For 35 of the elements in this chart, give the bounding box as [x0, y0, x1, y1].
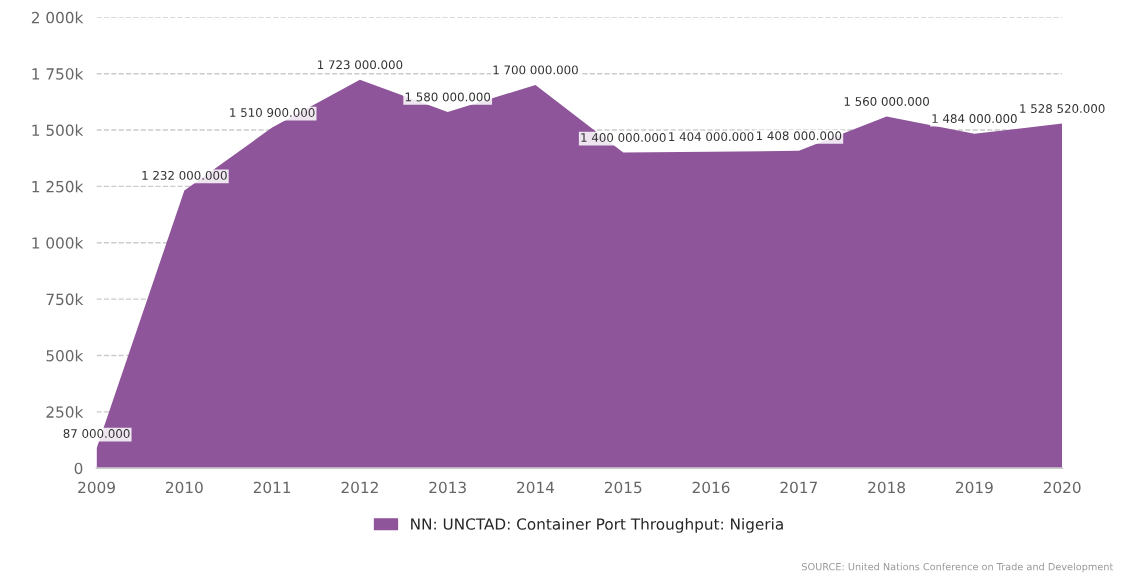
source-note: SOURCE: United Nations Conference on Trade and Development: [801, 562, 1114, 573]
data-label: 1 700 000.000: [493, 65, 578, 75]
x-tick-label: 2009: [78, 481, 115, 494]
y-tick-label: 1 250k: [32, 180, 84, 193]
legend-label: NN: UNCTAD: Container Port Throughput: Nigeria: [411, 518, 783, 533]
data-label: 1 560 000.000: [844, 96, 929, 106]
data-label: 1 510 900.000: [230, 108, 315, 117]
data-label: 1 400 000.000: [581, 133, 666, 142]
y-tick-label: 1 500k: [32, 124, 84, 137]
x-tick-label: 2019: [956, 481, 993, 494]
data-label: 1 484 000.000: [932, 114, 1017, 124]
x-tick-label: 2017: [780, 481, 817, 494]
x-tick-label: 2014: [517, 481, 555, 494]
data-label: 1 580 000.000: [405, 92, 491, 102]
y-tick-label: 750k: [46, 293, 84, 306]
x-tick-label: 2010: [166, 481, 203, 494]
x-tick-label: 2011: [253, 481, 291, 494]
y-tick-label: 250k: [46, 406, 84, 418]
x-tick-label: 2015: [604, 481, 642, 494]
data-label: 1 723 000.000: [318, 60, 403, 70]
data-label: 87 000.000: [63, 429, 130, 438]
x-tick-label: 2012: [341, 481, 378, 494]
y-tick-label: 1 000k: [32, 236, 84, 249]
y-tick-label: 1 750k: [32, 67, 84, 80]
y-tick-label: 500k: [46, 349, 84, 362]
data-label: 1 408 000.000: [756, 131, 842, 141]
data-label: 1 404 000.000: [669, 132, 754, 142]
data-label: 1 232 000.000: [142, 170, 227, 180]
x-tick-label: 2013: [429, 481, 466, 494]
y-tick-label: 2 000k: [31, 11, 84, 24]
y-tick-label: 0: [74, 462, 83, 475]
x-tick-label: 2018: [868, 481, 905, 494]
x-tick-label: 2016: [692, 481, 730, 494]
x-tick-label: 2020: [1043, 481, 1081, 494]
data-label: 1 528 520.000: [1020, 104, 1105, 113]
